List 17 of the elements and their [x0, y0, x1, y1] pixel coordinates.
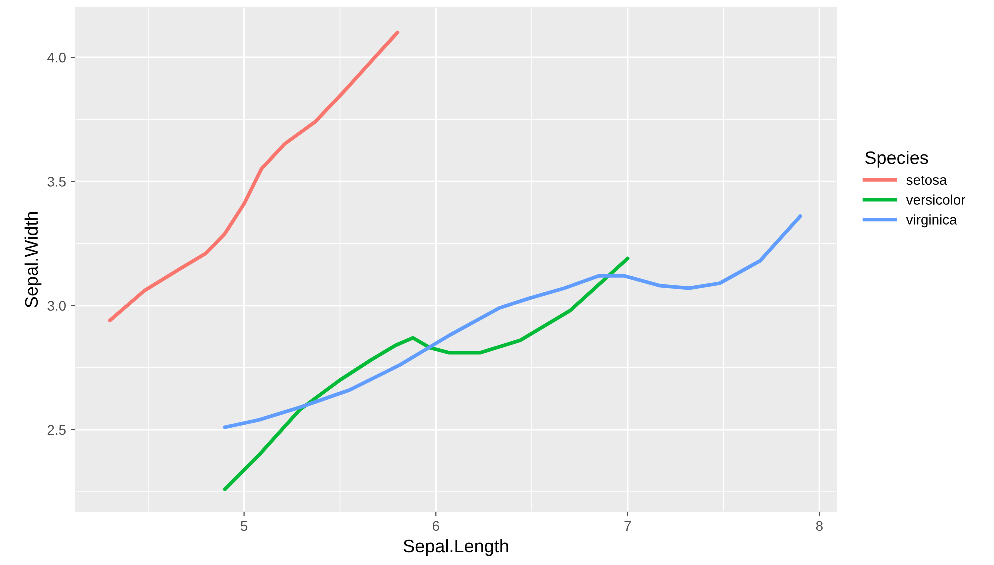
x-tick-label: 6	[432, 521, 440, 532]
line-series	[108, 30, 400, 323]
x-tick-label: 7	[624, 521, 632, 531]
x-axis-title: Sepal.Length	[404, 539, 508, 556]
x-tick-label: 5	[241, 521, 248, 532]
y-tick-label: 3.5	[48, 177, 66, 187]
legend-label: virginica	[906, 214, 958, 228]
line-series	[223, 256, 630, 492]
line-series	[223, 214, 802, 430]
y-tick-label: 2.5	[48, 425, 66, 436]
y-axis-title: Sepal.Width	[24, 212, 42, 308]
x-tick-label: 8	[816, 521, 823, 532]
legend-label: versicolor	[906, 194, 966, 205]
legend-label: setosa	[906, 176, 948, 186]
legend-title: Species	[865, 151, 928, 168]
y-tick-label: 4.0	[48, 52, 66, 63]
y-tick-label: 3.0	[48, 301, 66, 311]
